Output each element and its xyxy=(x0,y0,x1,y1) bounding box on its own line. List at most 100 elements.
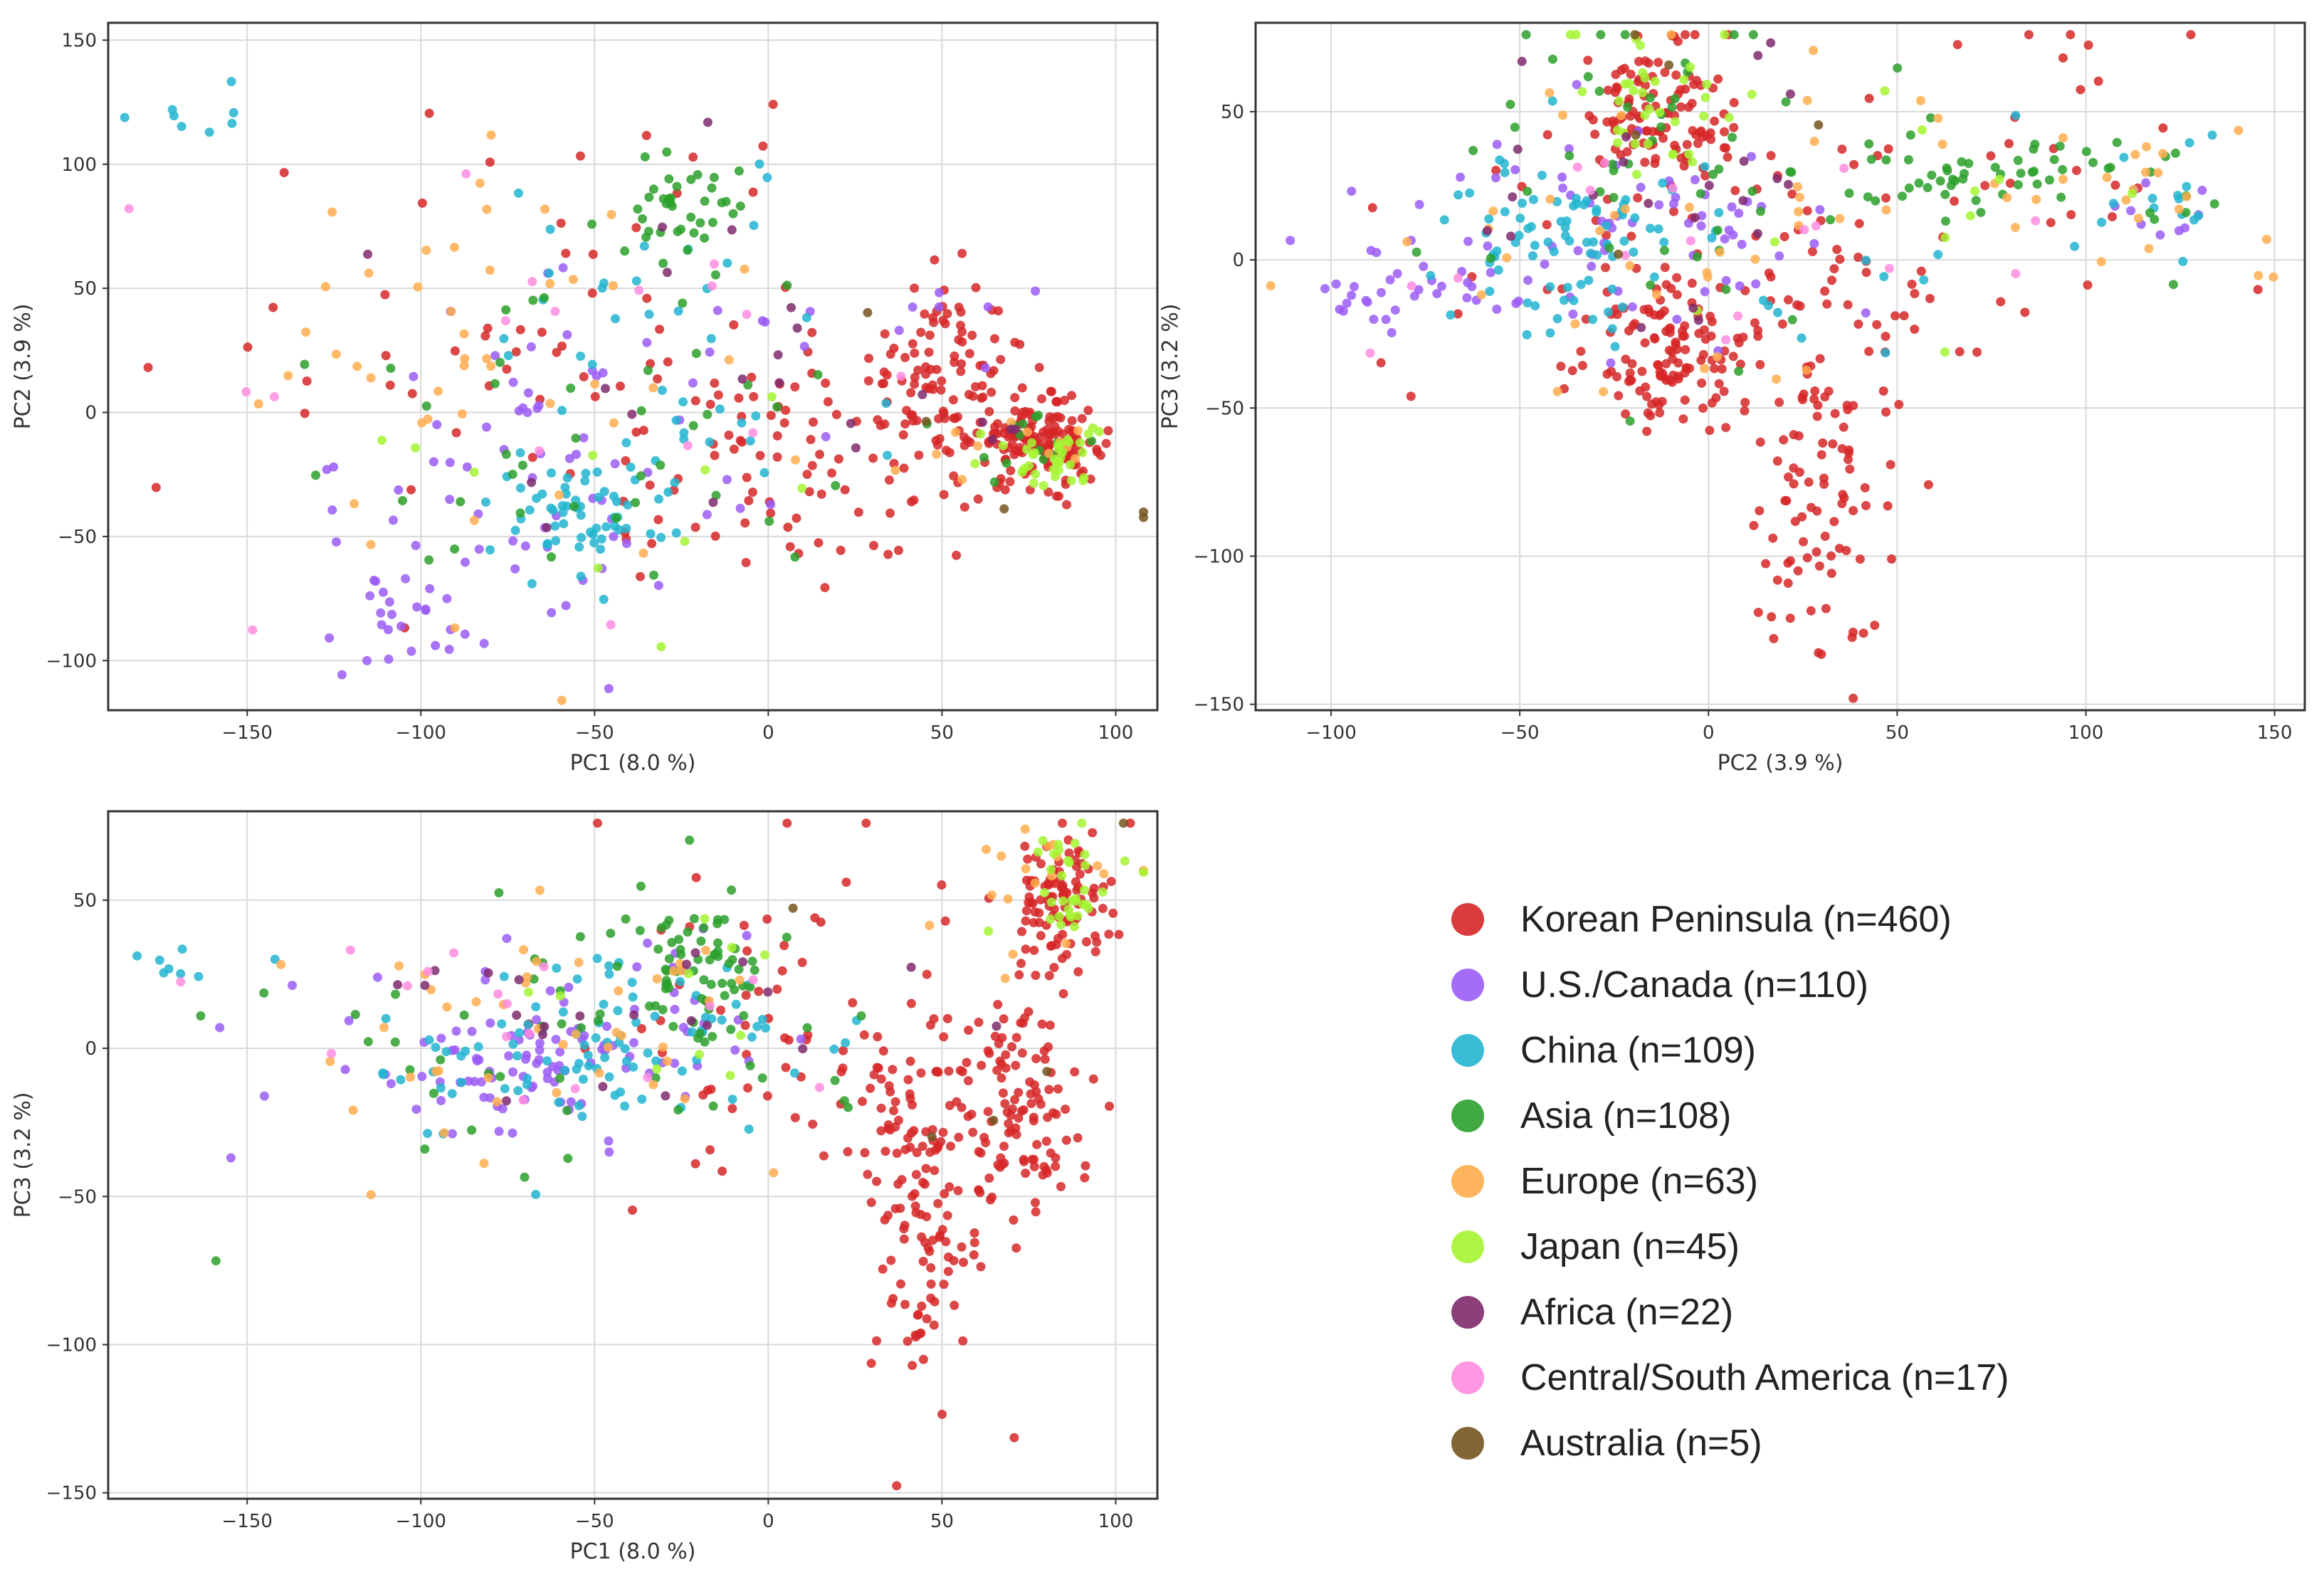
data-point xyxy=(1632,169,1641,179)
data-point xyxy=(992,1021,1001,1031)
data-point xyxy=(1003,894,1013,904)
data-point xyxy=(475,178,485,188)
data-point xyxy=(515,325,525,334)
data-point xyxy=(407,389,417,399)
data-point xyxy=(1844,455,1853,465)
data-point xyxy=(670,1004,680,1014)
data-point xyxy=(2158,149,2168,159)
data-point xyxy=(637,1095,647,1104)
data-point xyxy=(1942,166,1952,176)
data-point xyxy=(843,1146,853,1156)
data-point xyxy=(927,380,937,390)
data-point xyxy=(754,159,764,169)
data-point xyxy=(1668,184,1678,194)
data-point xyxy=(631,497,641,507)
data-point xyxy=(702,510,712,520)
data-point xyxy=(604,961,614,971)
data-point xyxy=(1500,207,1510,216)
data-point xyxy=(908,339,917,349)
data-point xyxy=(922,969,932,979)
data-point xyxy=(1720,30,1730,40)
legend-label: Central/South America (n=17) xyxy=(1520,1357,2009,1398)
data-point xyxy=(384,597,394,607)
data-point xyxy=(411,443,420,453)
data-point xyxy=(937,1409,947,1419)
data-point xyxy=(888,1065,898,1075)
data-point xyxy=(611,513,621,523)
data-point xyxy=(560,1065,570,1075)
data-point xyxy=(983,302,993,312)
data-point xyxy=(1970,186,1979,196)
data-point xyxy=(945,1182,955,1192)
data-point xyxy=(461,1046,470,1056)
data-point xyxy=(457,409,467,419)
data-point xyxy=(576,352,586,361)
data-point xyxy=(757,1015,767,1024)
data-point xyxy=(1599,386,1609,396)
data-point xyxy=(656,532,666,542)
data-point xyxy=(620,246,630,256)
data-point xyxy=(1855,554,1865,564)
data-point xyxy=(1799,225,1809,235)
data-point xyxy=(1607,324,1617,334)
x-tick-label: 100 xyxy=(1098,1511,1134,1532)
data-point xyxy=(1659,246,1669,255)
data-point xyxy=(1056,413,1066,423)
data-point xyxy=(461,557,470,567)
data-point xyxy=(1844,189,1854,198)
data-point xyxy=(1540,259,1550,269)
data-point xyxy=(1664,345,1674,355)
data-point xyxy=(386,1079,396,1089)
data-point xyxy=(196,1011,206,1021)
data-point xyxy=(863,1169,873,1179)
data-point xyxy=(2011,269,2021,278)
data-point xyxy=(791,455,801,465)
data-point xyxy=(2141,178,2151,188)
data-point xyxy=(1053,934,1063,944)
data-point xyxy=(1772,575,1782,585)
data-point xyxy=(964,349,974,359)
data-point xyxy=(717,1015,727,1025)
data-point xyxy=(366,539,376,549)
data-point xyxy=(863,376,873,386)
data-point xyxy=(325,633,335,643)
data-point xyxy=(829,1044,839,1054)
data-point xyxy=(1688,303,1698,313)
data-point xyxy=(1619,236,1629,246)
data-point xyxy=(1638,88,1647,97)
data-point xyxy=(1001,458,1011,468)
data-point xyxy=(1010,337,1020,347)
data-point xyxy=(413,282,423,292)
y-tick-label: 50 xyxy=(73,890,97,912)
data-point xyxy=(954,1132,964,1142)
data-point xyxy=(1972,347,1982,357)
data-point xyxy=(531,1002,541,1012)
data-point xyxy=(2088,157,2098,167)
data-point xyxy=(2058,133,2068,143)
data-point xyxy=(1614,96,1624,106)
data-point xyxy=(1656,122,1666,132)
data-point xyxy=(587,219,596,229)
data-point xyxy=(587,359,597,369)
data-point xyxy=(1678,414,1688,424)
data-point xyxy=(896,1279,905,1289)
data-point xyxy=(1925,294,1935,303)
data-point xyxy=(611,314,620,324)
data-point xyxy=(921,1164,931,1174)
data-point xyxy=(444,645,454,654)
data-point xyxy=(885,508,895,518)
data-point xyxy=(511,347,521,357)
data-point xyxy=(744,496,754,505)
data-point xyxy=(566,384,576,393)
data-point xyxy=(661,984,671,993)
data-point xyxy=(424,555,434,565)
data-point xyxy=(2150,214,2160,224)
data-point xyxy=(2066,30,2076,40)
data-point xyxy=(539,961,549,971)
data-point xyxy=(1607,284,1617,294)
data-point xyxy=(508,1039,518,1049)
data-point xyxy=(796,1034,806,1044)
data-point xyxy=(545,224,555,234)
data-point xyxy=(996,354,1006,364)
data-point xyxy=(590,379,600,389)
